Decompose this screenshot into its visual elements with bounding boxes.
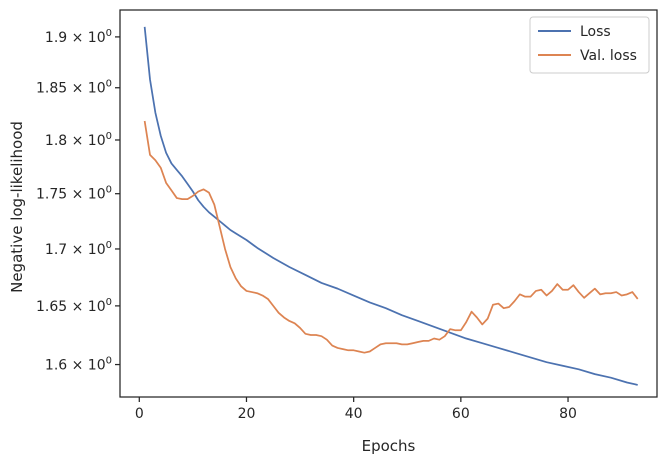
x-tick-label: 0 [135,406,144,422]
legend-label-loss: Loss [580,24,611,40]
x-tick-label: 20 [238,406,256,422]
x-axis-label: Epochs [362,437,416,455]
x-tick-label: 80 [559,406,577,422]
y-axis-label: Negative log-likelihood [8,121,26,293]
series-line-loss [143,26,638,386]
y-tick-label: 1.75 × 100 [36,185,112,203]
x-tick-label: 60 [452,406,470,422]
series-lines [143,26,639,386]
y-tick-label: 1.85 × 100 [36,79,112,97]
x-axis-ticks: 0 20 40 60 80 [135,397,577,422]
y-tick-label: 1.6 × 100 [45,356,112,374]
y-tick-label: 1.65 × 100 [36,297,112,315]
plot-frame [119,9,658,398]
y-axis-ticks: 1.6 × 100 1.65 × 100 1.7 × 100 1.75 × 100 1.… [36,28,120,374]
legend-label-val-loss: Val. loss [580,48,637,64]
x-tick-label: 40 [345,406,363,422]
series-line-val-loss [143,120,639,354]
y-tick-label: 1.8 × 100 [45,131,112,149]
legend: Loss Val. loss [529,16,650,74]
y-tick-label: 1.9 × 100 [45,28,112,46]
y-tick-label: 1.7 × 100 [45,240,112,258]
